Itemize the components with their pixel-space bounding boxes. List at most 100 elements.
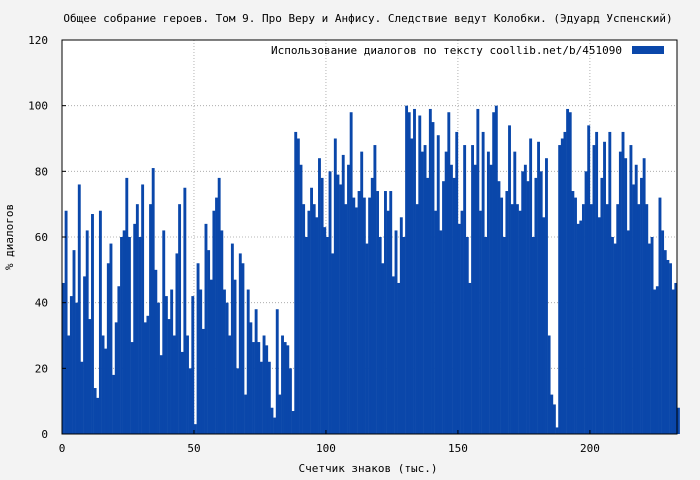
data-bar (230, 243, 234, 434)
data-bar (381, 263, 385, 434)
data-bar (281, 335, 284, 434)
data-bar (460, 210, 464, 434)
legend-label: Использование диалогов по тексту coollib… (271, 44, 622, 57)
data-bar (384, 191, 387, 434)
x-tick-label: 100 (316, 442, 336, 455)
data-bar (447, 112, 451, 434)
data-bar (632, 184, 636, 434)
data-bar (151, 168, 155, 435)
data-bar (492, 112, 496, 434)
data-bar (415, 204, 419, 434)
data-bar (93, 388, 97, 434)
data-bar (571, 191, 575, 434)
x-tick-label: 0 (59, 442, 66, 455)
data-bar (574, 197, 577, 434)
data-bar (618, 151, 622, 434)
data-bar (674, 282, 678, 434)
data-bar (170, 289, 174, 434)
data-bar (262, 335, 266, 434)
data-bar (104, 348, 108, 434)
data-bar (149, 204, 152, 434)
data-bar (299, 164, 303, 434)
data-bar (603, 141, 606, 435)
data-bar (315, 217, 319, 434)
data-bar (373, 145, 377, 435)
data-bar (418, 115, 422, 435)
data-bar (442, 181, 445, 434)
data-bar (304, 237, 308, 434)
data-bar (125, 177, 129, 434)
data-bar (114, 322, 118, 434)
data-bar (312, 204, 316, 434)
data-bar (640, 177, 643, 434)
data-bar (611, 237, 614, 434)
data-bar (257, 342, 261, 434)
data-bar (560, 138, 564, 434)
data-bar (141, 184, 145, 434)
data-bar (191, 296, 195, 434)
data-bar (157, 302, 160, 434)
data-bar (394, 230, 398, 434)
data-bar (476, 108, 480, 434)
data-bar (423, 145, 427, 435)
x-axis-title: Счетчик знаков (тыс.) (298, 462, 437, 475)
data-bar (67, 335, 71, 434)
data-bar (626, 230, 630, 434)
data-bar (178, 204, 182, 434)
data-bar (167, 319, 171, 434)
data-bar (647, 243, 651, 434)
data-bar (328, 171, 332, 435)
data-bar (521, 171, 525, 435)
data-bar (310, 187, 314, 434)
data-bar (127, 237, 131, 434)
y-tick-label: 100 (28, 100, 48, 113)
data-bar (558, 145, 562, 435)
data-bar (473, 164, 477, 434)
data-bar (80, 361, 84, 434)
data-bar (117, 286, 121, 434)
data-bar (220, 230, 224, 434)
data-bar (72, 250, 76, 434)
data-bar (354, 207, 358, 434)
data-bar (259, 361, 263, 434)
data-bar (64, 210, 68, 434)
data-bar (376, 191, 379, 434)
data-bar (233, 279, 237, 434)
data-bar (616, 204, 620, 434)
data-bar (645, 204, 649, 434)
data-bar (402, 237, 406, 434)
data-bar (463, 145, 467, 435)
data-bar (494, 105, 498, 435)
data-bar (655, 286, 659, 434)
data-bar (677, 407, 680, 434)
data-bar (291, 411, 295, 434)
data-bar (339, 184, 343, 434)
data-bar (547, 335, 551, 434)
data-bar (386, 210, 390, 434)
data-bar (634, 164, 638, 434)
data-bar (534, 177, 538, 434)
data-bar (172, 335, 176, 434)
data-bar (196, 263, 200, 434)
data-bar (434, 210, 438, 434)
data-bar (164, 296, 168, 434)
data-bar (267, 361, 271, 434)
data-bar (426, 177, 430, 434)
data-bar (278, 394, 282, 434)
y-tick-label: 40 (35, 297, 48, 310)
data-bar (405, 105, 409, 435)
data-bar (481, 131, 485, 434)
data-bar (397, 282, 401, 434)
data-bar (201, 328, 205, 434)
data-bar (666, 259, 670, 434)
data-bar (135, 204, 139, 434)
data-bar (162, 230, 166, 434)
data-bar (671, 289, 675, 434)
y-tick-label: 0 (41, 428, 48, 441)
data-bar (288, 368, 292, 434)
data-bar (624, 158, 628, 434)
data-bar (333, 138, 337, 434)
legend-swatch (632, 46, 664, 54)
x-tick-label: 150 (448, 442, 468, 455)
